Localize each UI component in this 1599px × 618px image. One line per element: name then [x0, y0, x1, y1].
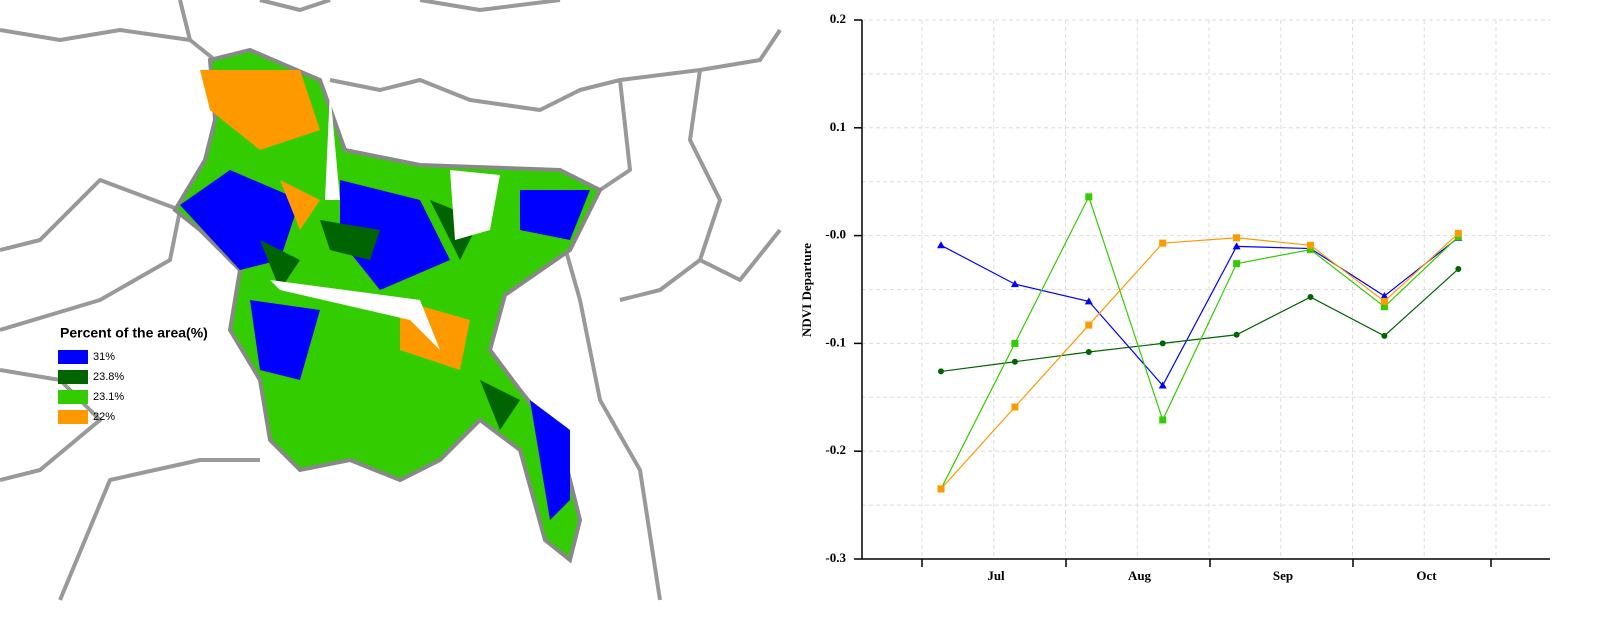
point	[1455, 266, 1462, 273]
zone	[180, 170, 590, 520]
point	[1011, 339, 1019, 347]
map: Percent of the area(%) 31% 23.8% 23.1% 22%	[0, 0, 782, 601]
x-tick-label: Jul	[987, 568, 1005, 583]
y-tick-label: -0.3	[825, 550, 846, 565]
point	[1307, 241, 1314, 249]
legend-label: 23.1%	[93, 391, 124, 403]
legend-label: 31%	[93, 351, 115, 363]
point	[1233, 260, 1241, 268]
legend-swatch	[58, 350, 88, 364]
legend-label: 22%	[93, 411, 115, 423]
point	[1232, 242, 1241, 250]
point	[1084, 297, 1093, 305]
point	[1233, 331, 1240, 338]
y-axis-label: NDVI Departure	[799, 243, 814, 337]
point	[1307, 246, 1314, 254]
zone	[200, 70, 470, 370]
y-tick-label: -0.0	[825, 227, 846, 242]
point	[1159, 239, 1167, 247]
point	[1233, 234, 1241, 242]
point	[1380, 303, 1388, 311]
series-line	[940, 237, 1459, 387]
legend-swatch	[58, 370, 88, 384]
x-tick-label: Aug	[1128, 568, 1152, 583]
point	[1011, 358, 1018, 365]
legend: 31% 23.8% 23.1% 22%	[58, 350, 124, 424]
point	[1454, 229, 1462, 237]
series-line	[940, 268, 1459, 373]
point	[1381, 332, 1388, 339]
point	[1159, 416, 1167, 424]
y-tick-label: -0.2	[825, 442, 846, 457]
point	[1085, 193, 1093, 201]
zone	[260, 200, 520, 430]
point	[1085, 321, 1093, 329]
series-line	[940, 233, 1459, 490]
point	[1085, 349, 1092, 356]
y-tick-label: 0.1	[830, 119, 846, 134]
series-line	[940, 195, 1459, 490]
x-tick-label: Sep	[1273, 568, 1293, 583]
point	[1159, 340, 1166, 347]
legend-swatch	[58, 410, 88, 424]
y-tick-label: 0.2	[830, 11, 846, 26]
y-tick-label: -0.1	[825, 334, 846, 349]
legend-swatch	[58, 390, 88, 404]
x-tick-label: Oct	[1416, 568, 1437, 583]
point	[937, 485, 945, 493]
point	[937, 241, 945, 249]
point	[1307, 294, 1314, 301]
point	[1010, 280, 1019, 288]
zone	[270, 90, 500, 350]
legend-label: 23.8%	[93, 371, 124, 383]
point	[938, 368, 944, 375]
point	[1158, 381, 1167, 389]
point	[1380, 297, 1388, 305]
point	[1380, 291, 1389, 299]
point	[1011, 403, 1019, 411]
legend-title: Percent of the area(%)	[60, 325, 208, 341]
chart: -0.3 -0.2 -0.1 -0.0 0.1 0.2 Jul Aug Sep Oct NDVI D…	[799, 11, 1550, 583]
